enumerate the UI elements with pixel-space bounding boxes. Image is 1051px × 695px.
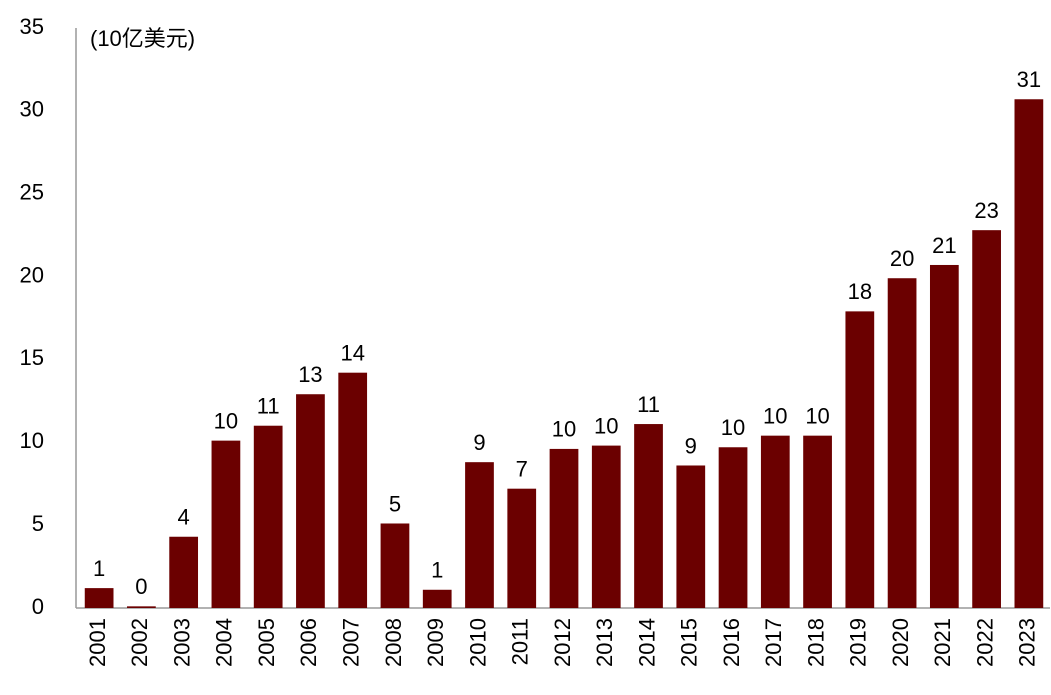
y-tick-label: 30 [20, 97, 44, 122]
x-tick-label: 2010 [465, 618, 490, 667]
data-label: 10 [721, 415, 745, 440]
bar [845, 311, 875, 608]
x-tick-label: 2008 [381, 618, 406, 667]
y-tick-label: 20 [20, 262, 44, 287]
x-tick-label: 2006 [296, 618, 321, 667]
data-label: 14 [340, 340, 364, 365]
bar [634, 424, 663, 608]
bar [380, 523, 410, 608]
bar [803, 435, 832, 608]
bar [676, 465, 706, 608]
data-label: 10 [763, 403, 787, 428]
data-label: 1 [431, 558, 443, 583]
data-label: 20 [890, 246, 914, 271]
bar [760, 435, 790, 608]
x-tick-label: 2017 [761, 618, 786, 667]
data-label: 31 [1017, 67, 1041, 92]
data-label: 5 [389, 491, 401, 516]
data-label: 11 [257, 394, 280, 419]
x-tick-label: 2003 [169, 618, 194, 667]
x-tick-label: 2005 [254, 618, 279, 667]
y-tick-label: 5 [32, 511, 44, 536]
bar [422, 589, 452, 608]
y-tick-label: 10 [20, 428, 44, 453]
x-tick-label: 2009 [423, 618, 448, 667]
bar [591, 445, 621, 608]
y-tick-label: 15 [20, 345, 44, 370]
y-tick-label: 35 [20, 14, 44, 39]
x-tick-label: 2007 [339, 618, 364, 667]
bar [84, 588, 114, 608]
bar [929, 264, 959, 608]
x-tick-label: 2001 [85, 618, 110, 667]
x-tick-label: 2016 [719, 618, 744, 667]
x-tick-label: 2012 [550, 618, 575, 667]
data-label: 7 [516, 456, 528, 481]
bar [338, 372, 368, 608]
data-label: 18 [848, 279, 872, 304]
x-tick-label: 2021 [930, 618, 955, 667]
y-tick-label: 0 [32, 594, 44, 619]
x-tick-label: 2023 [1015, 618, 1040, 667]
data-label: 0 [135, 574, 147, 599]
x-tick-label: 2022 [972, 618, 997, 667]
data-label: 1 [93, 556, 105, 581]
data-label: 9 [685, 433, 697, 458]
x-tick-label: 2013 [592, 618, 617, 667]
bar [127, 606, 156, 608]
bar [465, 462, 494, 608]
data-label: 4 [178, 505, 190, 530]
data-label: 10 [552, 417, 576, 442]
bar [972, 230, 1001, 608]
data-label: 9 [473, 430, 485, 455]
data-label: 10 [214, 408, 238, 433]
data-label: 23 [974, 198, 998, 223]
data-label: 10 [594, 413, 618, 438]
bar [507, 488, 537, 608]
data-label: 21 [932, 233, 956, 258]
bar [718, 447, 748, 608]
x-tick-label: 2018 [803, 618, 828, 667]
bar [549, 448, 579, 608]
x-tick-label: 2011 [508, 618, 533, 665]
y-axis-label: (10亿美元) [90, 26, 195, 51]
x-tick-label: 2002 [127, 618, 152, 667]
x-tick-label: 2020 [888, 618, 913, 667]
bar [887, 278, 917, 608]
x-tick-label: 2015 [677, 618, 702, 667]
bar [1014, 99, 1044, 608]
bar [211, 440, 241, 608]
data-label: 11 [637, 392, 660, 417]
x-tick-label: 2004 [212, 618, 237, 667]
x-tick-label: 2014 [634, 618, 659, 667]
bar [253, 425, 283, 608]
data-label: 10 [805, 403, 829, 428]
bar [296, 394, 325, 608]
x-tick-label: 2019 [846, 618, 871, 667]
bar [169, 536, 199, 608]
y-tick-label: 25 [20, 180, 44, 205]
data-label: 13 [298, 362, 322, 387]
